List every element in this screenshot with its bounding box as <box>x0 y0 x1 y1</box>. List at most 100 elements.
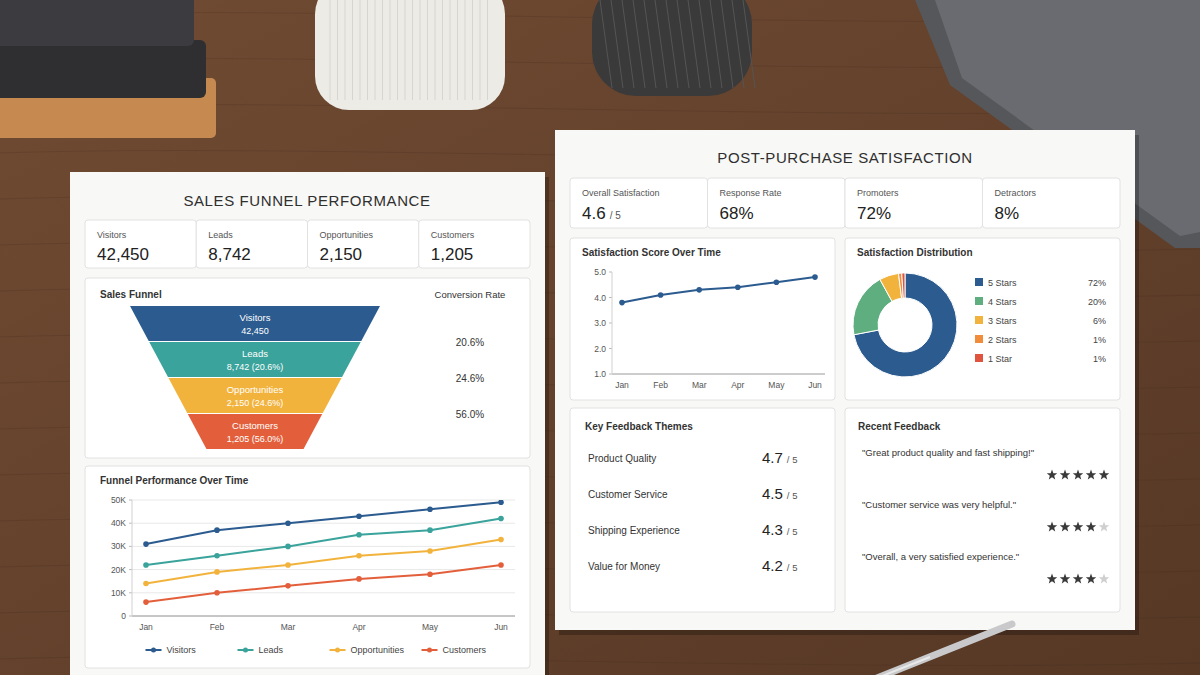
point <box>619 300 625 306</box>
mesh <box>633 0 645 88</box>
legend-swatch <box>975 354 983 362</box>
cup-rib <box>345 0 346 100</box>
funnel-band <box>130 306 380 341</box>
point <box>696 287 702 293</box>
x-tick-label: Mar <box>692 380 707 390</box>
line-chart: Satisfaction Score Over Time1.02.03.04.0… <box>582 247 825 390</box>
legend-value: 20% <box>1088 297 1106 307</box>
y-axis <box>132 500 133 616</box>
theme-score: 4.5/ 5 <box>762 485 797 502</box>
kpi-value: 4.6/ 5 <box>582 204 621 223</box>
cup-rib <box>427 0 428 100</box>
cup-rib <box>375 0 376 100</box>
theme-label: Customer Service <box>588 489 668 500</box>
star-rating <box>1047 574 1109 584</box>
series-line <box>146 519 501 565</box>
point <box>143 581 149 587</box>
notebook <box>0 40 206 98</box>
point <box>214 590 220 596</box>
mesh <box>743 0 755 88</box>
sheet-title: POST-PURCHASE SATISFACTION <box>717 149 972 166</box>
x-tick-label: Feb <box>653 380 668 390</box>
mesh <box>622 0 634 88</box>
point <box>498 537 504 543</box>
point <box>285 544 291 550</box>
kpi-number: 68% <box>720 204 754 223</box>
paper-shadow <box>559 135 1139 635</box>
point <box>812 274 818 280</box>
mesh <box>655 0 667 88</box>
conversion-rate: 24.6% <box>456 373 484 384</box>
star <box>1073 574 1083 584</box>
point <box>498 500 504 505</box>
x-tick-label: Jun <box>808 380 822 390</box>
theme-score: 4.2/ 5 <box>762 557 797 574</box>
mesh <box>677 0 689 88</box>
legend-label: Opportunities <box>351 645 405 655</box>
cup-rib <box>382 0 383 100</box>
x-tick-label: Jan <box>615 380 629 390</box>
cup-rib <box>435 0 436 100</box>
donut-slice <box>880 273 902 301</box>
feedback-panel <box>845 408 1120 612</box>
point <box>143 599 149 605</box>
grid-line <box>132 616 515 617</box>
x-tick-label: Jan <box>139 622 153 632</box>
point <box>143 541 149 547</box>
kpi-label: Customers <box>431 230 475 240</box>
kpi-card <box>845 178 983 228</box>
paper-shadow <box>74 177 549 675</box>
data-label: 42,450 <box>241 326 269 336</box>
star-rating <box>1047 522 1109 532</box>
funnel-band <box>188 414 323 449</box>
x-axis <box>132 616 515 617</box>
funnel-panel <box>85 278 530 458</box>
legend-swatch <box>975 297 983 305</box>
tick-label: 20K <box>111 565 126 575</box>
kpi-value: 8,742 <box>208 245 251 264</box>
kpi-label: Visitors <box>97 230 127 240</box>
legend-label: Customers <box>443 645 487 655</box>
cup-rib <box>390 0 391 100</box>
legend-marker <box>427 648 432 653</box>
kpi-card <box>708 178 846 228</box>
feedback-quote: "Customer service was very helpful." <box>862 499 1016 510</box>
x-tick-label: May <box>768 380 785 390</box>
star <box>1073 470 1083 480</box>
legend-label: 3 Stars <box>988 316 1017 326</box>
point <box>356 513 362 519</box>
cup-rib <box>330 0 331 100</box>
kpi-card <box>983 178 1121 228</box>
legend-label: 1 Star <box>988 354 1012 364</box>
kpi-card <box>196 220 307 268</box>
cup-rib <box>337 0 338 100</box>
tick-label: 3.0 <box>594 318 606 328</box>
series-line <box>146 565 501 602</box>
kpi-value: 72% <box>857 204 891 223</box>
series-line <box>622 277 815 303</box>
point <box>498 516 504 522</box>
kpi-number: 8% <box>995 204 1020 223</box>
x-tick-label: Apr <box>352 622 365 632</box>
chart-title: Funnel Performance Over Time <box>100 475 249 486</box>
point <box>285 520 291 526</box>
legend-value: 1% <box>1093 354 1106 364</box>
legend-swatch <box>975 278 983 286</box>
legend-label: Leads <box>259 645 284 655</box>
point <box>735 285 741 291</box>
cup-rib <box>442 0 443 100</box>
cup-rib <box>412 0 413 100</box>
pen-highlight <box>872 657 930 675</box>
point <box>498 562 504 568</box>
cup-rib <box>360 0 361 100</box>
chart-title: Sales Funnel <box>100 289 162 300</box>
tick-label: 10K <box>111 588 126 598</box>
mesh <box>688 0 700 88</box>
score-scale: / 5 <box>787 526 798 537</box>
conversion-rate: 20.6% <box>456 337 484 348</box>
chart-title: Satisfaction Distribution <box>857 247 973 258</box>
cup-rib <box>465 0 466 100</box>
mesh <box>732 0 744 88</box>
grid-line <box>132 592 515 593</box>
legend-marker <box>151 648 156 653</box>
